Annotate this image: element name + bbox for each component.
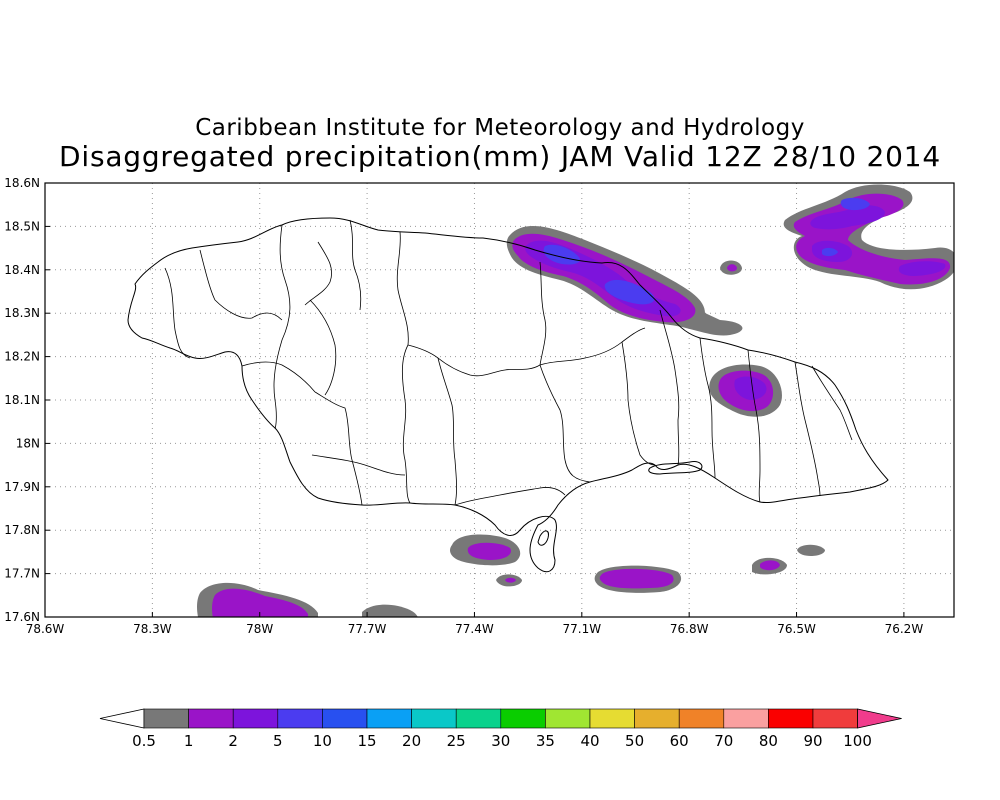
lat-label: 18.1N [4,393,40,407]
colorbar-label: 10 [313,732,332,750]
lon-label: 77.1W [563,622,602,636]
colorbar-swatch [277,708,323,729]
colorbar: 0.5 1 2 5 10 15 20 25 30 35 40 50 60 70 80 90 100 [99,708,902,750]
colorbar-label: 90 [803,732,822,750]
longitude-labels: 78.6W 78.3W 78W 77.7W 77.4W 77.1W 76.8W 76.5W 76… [26,612,924,636]
lon-label: 76.8W [670,622,709,636]
colorbar-under-triangle [99,708,145,729]
lon-label: 77.7W [348,622,387,636]
latitude-labels: 18.6N 18.5N 18.4N 18.3N 18.2N 18.1N 18N 17.9N 17… [4,176,50,624]
colorbar-swatch [322,708,368,729]
lon-label: 78.3W [133,622,172,636]
colorbar-label: 2 [228,732,238,750]
colorbar-over-triangle [857,708,902,729]
colorbar-swatch [545,708,591,729]
colorbar-swatch [768,708,814,729]
lon-label: 78W [246,622,273,636]
lat-label: 18.6N [4,176,40,190]
colorbar-label: 0.5 [132,732,156,750]
colorbar-swatch [143,708,189,729]
lat-label: 18.3N [4,306,40,320]
title-line-2: Disaggregated precipitation(mm) JAM Vali… [59,140,941,173]
colorbar-label: 15 [357,732,376,750]
lat-label: 18N [16,436,40,450]
colorbar-swatch [634,708,680,729]
colorbar-label: 100 [843,732,872,750]
rain-area-south-5 [797,544,825,557]
lat-label: 17.7N [4,567,40,581]
colorbar-label: 60 [670,732,689,750]
lat-label: 17.8N [4,523,40,537]
lat-label: 17.9N [4,480,40,494]
parish-boundaries [164,219,853,506]
colorbar-swatch [500,708,546,729]
colorbar-swatch [589,708,635,729]
lon-label: 78.6W [26,622,65,636]
colorbar-label: 5 [273,732,283,750]
lat-label: 18.4N [4,263,40,277]
colorbar-label: 30 [491,732,510,750]
colorbar-label: 25 [447,732,466,750]
colorbar-swatch [678,708,725,729]
colorbar-label: 50 [625,732,644,750]
lat-label: 18.2N [4,350,40,364]
colorbar-swatch [455,708,502,729]
colorbar-swatch [188,708,234,729]
colorbar-label: 1 [184,732,194,750]
colorbar-label: 70 [714,732,733,750]
lon-label: 76.2W [885,622,924,636]
colorbar-swatch [723,708,769,729]
colorbar-label: 40 [580,732,599,750]
lon-label: 77.4W [455,622,494,636]
colorbar-swatch [232,708,279,729]
colorbar-swatch [812,708,858,729]
lat-label: 18.5N [4,219,40,233]
jamaica-outline [127,217,889,573]
lat-label: 17.6N [4,610,40,624]
colorbar-swatch [366,708,412,729]
colorbar-swatch [411,708,457,729]
colorbar-label: 35 [536,732,555,750]
title-line-1: Caribbean Institute for Meteorology and … [195,115,805,141]
lon-label: 76.5W [777,622,816,636]
precipitation-shading [197,184,954,617]
rain-area-south-6 [362,604,418,617]
colorbar-label: 80 [759,732,778,750]
colorbar-label: 20 [402,732,421,750]
